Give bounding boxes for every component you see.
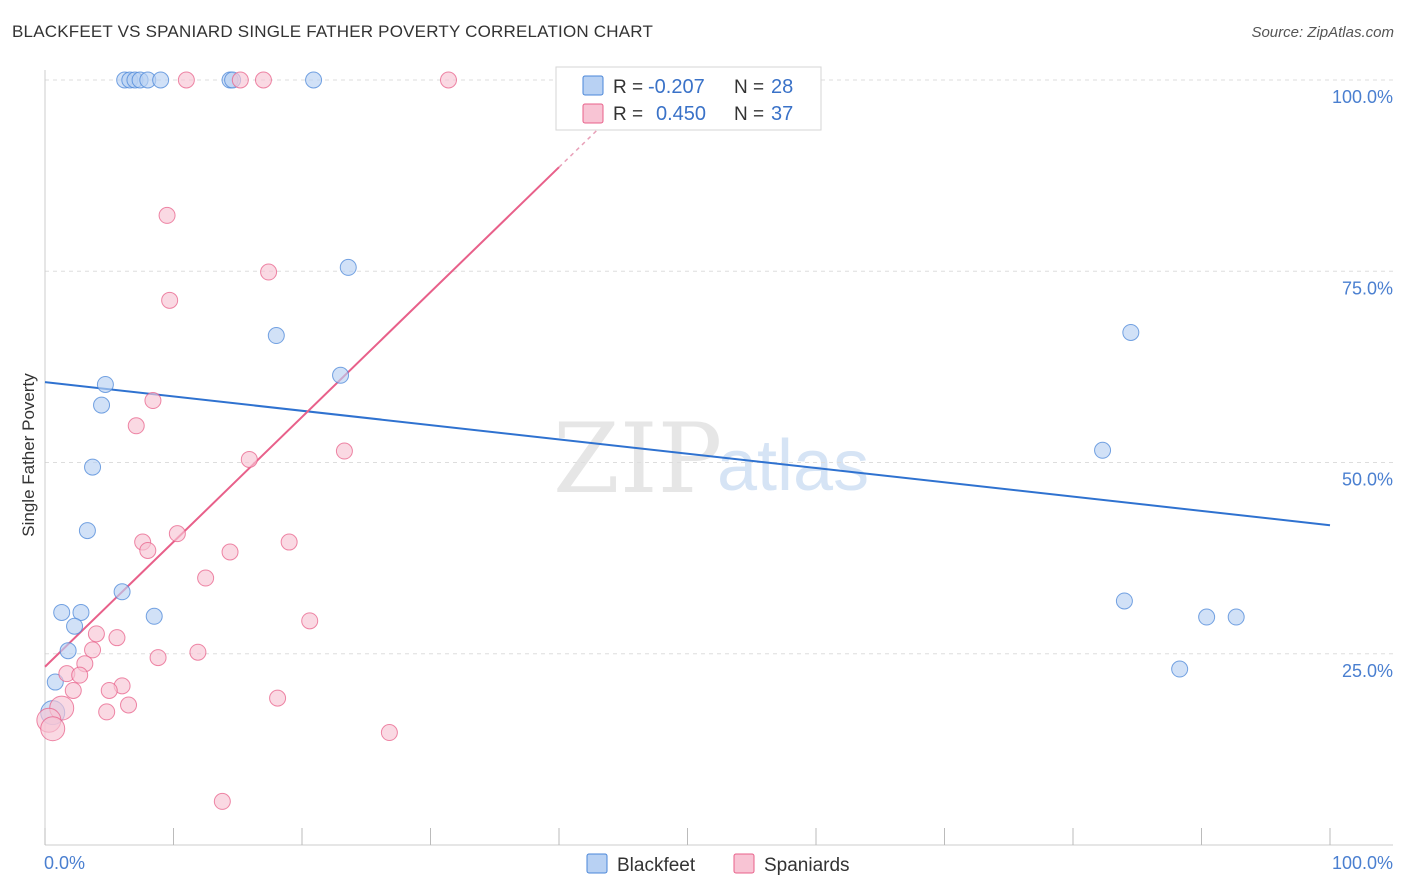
point-blackfeet	[267, 327, 285, 345]
point-spaniards	[269, 689, 287, 707]
point-blackfeet	[78, 522, 96, 540]
point-spaniards	[197, 569, 215, 587]
point-spaniards	[84, 641, 102, 659]
point-spaniards	[177, 71, 195, 89]
point-blackfeet	[53, 603, 71, 621]
data-points	[36, 71, 1245, 810]
point-spaniards	[335, 442, 353, 460]
point-spaniards	[158, 206, 176, 224]
point-blackfeet	[305, 71, 323, 89]
legend-r-value-1: -0.207	[648, 76, 705, 98]
point-blackfeet	[1122, 323, 1140, 341]
point-spaniards	[439, 71, 457, 89]
series-legend-swatch-blackfeet	[586, 853, 608, 874]
point-spaniards	[120, 696, 138, 714]
trend-line-spaniards-extension	[558, 122, 605, 168]
point-spaniards	[221, 543, 239, 561]
legend-n-value-2: 37	[771, 103, 793, 125]
point-spaniards	[40, 716, 66, 742]
point-spaniards	[231, 71, 249, 89]
legend-n-label-1: N =	[734, 77, 764, 98]
gridlines	[45, 79, 1393, 655]
point-blackfeet	[72, 603, 90, 621]
y-tick-label: 100.0%	[1332, 87, 1393, 107]
point-blackfeet	[1227, 608, 1245, 626]
point-spaniards	[149, 649, 167, 667]
trend-lines	[44, 122, 1331, 668]
point-blackfeet	[59, 642, 77, 660]
point-blackfeet	[152, 71, 170, 89]
point-blackfeet	[96, 375, 114, 393]
correlation-legend: R = -0.207 N = 28 R = 0.450 N = 37	[555, 66, 822, 131]
series-legend: Blackfeet Spaniards	[586, 853, 850, 876]
watermark-zip: ZIP	[553, 403, 722, 515]
point-blackfeet	[46, 673, 64, 691]
point-blackfeet	[93, 396, 111, 414]
point-spaniards	[144, 392, 162, 410]
point-blackfeet	[84, 458, 102, 476]
y-axis-label: Single Father Poverty	[19, 373, 38, 537]
point-spaniards	[161, 291, 179, 309]
point-spaniards	[240, 450, 258, 468]
series-legend-swatch-spaniards	[733, 853, 755, 874]
point-blackfeet	[339, 258, 357, 276]
x-tick-label-min: 0.0%	[44, 853, 85, 873]
series-legend-spaniards: Spaniards	[764, 855, 850, 876]
y-tick-label: 75.0%	[1342, 278, 1393, 298]
point-blackfeet	[145, 607, 163, 625]
legend-r-label-1: R =	[613, 77, 643, 98]
point-blackfeet	[66, 617, 84, 635]
legend-swatch-blackfeet	[582, 75, 604, 96]
point-spaniards	[254, 71, 272, 89]
point-blackfeet	[332, 366, 350, 384]
point-spaniards	[213, 792, 231, 810]
point-spaniards	[380, 724, 398, 742]
series-blackfeet	[40, 71, 1245, 726]
point-blackfeet	[1115, 592, 1133, 610]
point-spaniards	[280, 533, 298, 551]
trend-line-blackfeet	[44, 381, 1331, 527]
point-spaniards	[98, 703, 116, 721]
point-blackfeet	[1094, 441, 1112, 459]
legend-n-label-2: N =	[734, 104, 764, 125]
legend-n-value-1: 28	[771, 76, 793, 98]
series-spaniards	[36, 71, 457, 810]
watermark: ZIP atlas	[553, 403, 869, 515]
legend-r-value-2: 0.450	[656, 103, 706, 125]
chart-title: BLACKFEET VS SPANIARD SINGLE FATHER POVE…	[12, 22, 654, 41]
point-spaniards	[108, 629, 126, 647]
chart-source: Source: ZipAtlas.com	[1251, 24, 1394, 41]
point-spaniards	[139, 541, 157, 559]
point-spaniards	[64, 681, 82, 699]
series-legend-blackfeet: Blackfeet	[617, 855, 696, 876]
point-spaniards	[301, 612, 319, 630]
y-tick-label: 25.0%	[1342, 661, 1393, 681]
trend-line-spaniards	[44, 166, 560, 668]
point-spaniards	[71, 666, 89, 684]
point-blackfeet	[1198, 608, 1216, 626]
point-blackfeet	[113, 583, 131, 601]
point-spaniards	[127, 417, 145, 435]
y-tick-label: 50.0%	[1342, 470, 1393, 490]
point-spaniards	[189, 643, 207, 661]
point-blackfeet	[1171, 660, 1189, 678]
legend-swatch-spaniards	[582, 103, 604, 124]
x-tick-label-max: 100.0%	[1332, 853, 1393, 873]
point-spaniards	[87, 625, 105, 643]
legend-r-label-2: R =	[613, 104, 643, 125]
point-spaniards	[100, 681, 118, 699]
tick-labels: 100.0% 75.0% 50.0% 25.0% 0.0% 100.0%	[44, 87, 1393, 873]
point-spaniards	[168, 525, 186, 543]
point-spaniards	[260, 263, 278, 281]
